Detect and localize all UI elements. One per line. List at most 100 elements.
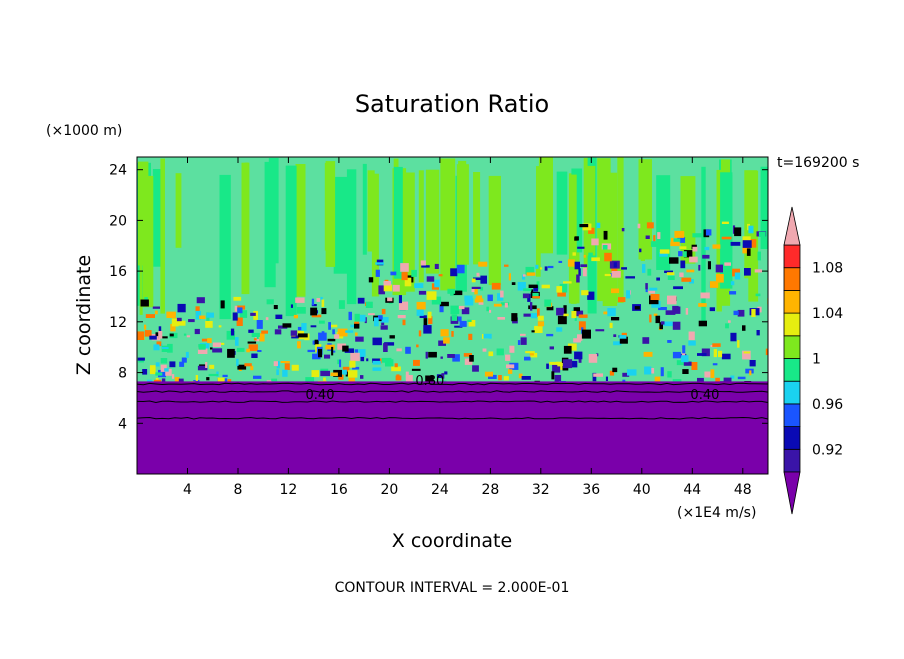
cloud-cell (517, 282, 526, 291)
cloud-cell (350, 352, 360, 362)
cloud-cell (582, 267, 587, 277)
cloud-cell (749, 360, 756, 367)
contour-label: 0.40 (306, 388, 335, 403)
cloud-cell (456, 264, 465, 274)
cloud-cell (431, 296, 442, 305)
plot-frame (136, 156, 769, 475)
cloud-cell (414, 283, 424, 288)
cloud-cell (647, 268, 652, 276)
streak (638, 159, 652, 260)
dry-layer (137, 381, 768, 474)
cloud-cell (603, 230, 608, 240)
cloud-cell (685, 308, 689, 315)
cloud-cell (613, 262, 617, 268)
cloud-cell (248, 344, 258, 352)
cloud-cell (653, 313, 658, 317)
cloud-cell (316, 298, 321, 302)
cloud-cell (205, 321, 213, 328)
contour-line (137, 400, 768, 404)
cloud-cell (233, 296, 242, 301)
cloud-cell (520, 333, 526, 336)
cloud-cell (160, 358, 168, 364)
cloud-cell (454, 325, 463, 328)
x-axis-title: X coordinate (392, 530, 512, 552)
cloud-cell (166, 311, 176, 318)
cloud-cell (169, 361, 176, 368)
cloud-cell (540, 267, 543, 270)
cloud-cell (401, 272, 408, 281)
cloud-cell (563, 281, 572, 284)
cloud-cell (688, 331, 695, 341)
cloud-cell (338, 300, 345, 309)
cloud-cell (648, 290, 656, 294)
cloud-cell (320, 370, 330, 377)
cloud-cell (546, 363, 549, 369)
cloud-cell (337, 359, 340, 365)
colorbar-label: 0.96 (812, 397, 843, 413)
cloud-cell (305, 377, 315, 384)
cloud-cell (607, 308, 616, 317)
cloud-cell (672, 305, 679, 311)
cloud-cell (682, 345, 686, 354)
cloud-cell (380, 317, 389, 323)
cloud-cell (226, 330, 235, 340)
cloud-cell (715, 264, 723, 273)
cloud-cell (757, 251, 761, 261)
cloud-cell (537, 308, 540, 317)
cloud-cell (290, 304, 293, 308)
cloud-cell (605, 376, 608, 381)
cloud-cell (712, 363, 718, 366)
cloud-cell (402, 319, 406, 326)
cloud-cell (428, 316, 433, 325)
cloud-cell (342, 345, 349, 352)
cloud-cell (339, 359, 342, 368)
cloud-cell (354, 349, 359, 353)
cloud-cell (528, 284, 538, 288)
cloud-cell (321, 308, 327, 315)
cloud-cell (721, 236, 732, 240)
cloud-cell (428, 351, 437, 358)
cloud-cell (155, 372, 163, 376)
cloud-cell (354, 321, 360, 324)
cloud-cell (321, 299, 325, 307)
cloud-cell (705, 229, 712, 236)
cloud-cell (311, 298, 315, 306)
cloud-cell (559, 283, 568, 293)
cloud-cell (328, 322, 331, 330)
cloud-cell (660, 367, 664, 377)
cloud-cell (618, 297, 626, 303)
cloud-cell (609, 322, 613, 329)
cloud-cell (206, 377, 210, 381)
cloud-cell (619, 336, 628, 344)
cloud-cell (767, 298, 768, 305)
cloud-cell (712, 343, 721, 347)
cloud-cell (669, 257, 679, 264)
cloud-cell (518, 373, 523, 379)
cloud-cell (532, 296, 540, 299)
cloud-cell (489, 309, 492, 313)
cloud-cell (549, 346, 554, 350)
cloud-cell (434, 279, 440, 288)
cloud-cell (557, 363, 565, 367)
cloud-cell (754, 269, 763, 273)
cloud-cell (716, 274, 724, 283)
colorbar: 1.08 1.04 1 0.96 0.92 (783, 206, 843, 515)
cloud-cell (223, 298, 228, 305)
cloud-cell (411, 368, 421, 371)
cloud-cell (145, 314, 155, 318)
cloud-cell (440, 356, 443, 359)
cloud-cell (464, 295, 473, 302)
cloud-cell (544, 299, 552, 307)
cloud-cell (574, 351, 583, 360)
cloud-cell (331, 350, 336, 353)
cloud-cell (526, 272, 536, 276)
cloud-cell (222, 374, 228, 378)
cloud-cell (207, 338, 212, 344)
cloud-cell (244, 363, 252, 367)
cloud-cell (458, 316, 462, 322)
cloud-cell (574, 236, 579, 241)
cloud-cell (517, 340, 521, 345)
cloud-cell (247, 341, 257, 344)
cloud-cell (692, 246, 698, 252)
cloud-cell (398, 301, 409, 310)
